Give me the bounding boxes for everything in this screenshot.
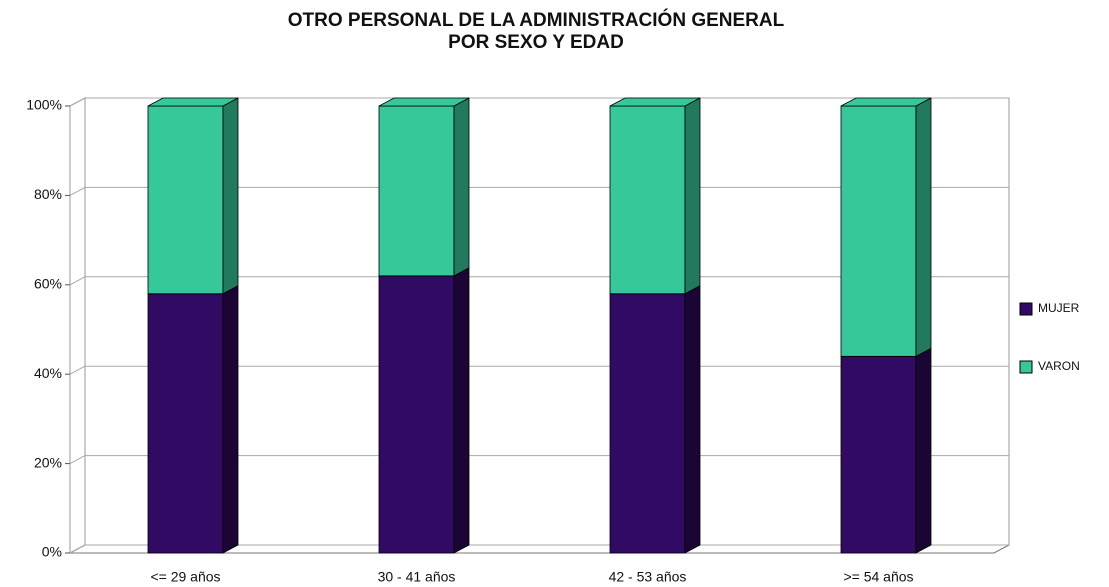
- y-tick-label: 100%: [26, 97, 62, 113]
- bar-side: [684, 285, 701, 554]
- grid-line-side: [69, 455, 86, 465]
- bar-side: [222, 285, 239, 554]
- bar-side: [684, 97, 701, 295]
- x-tick-label: >= 54 años: [843, 569, 913, 585]
- legend-label: MUJER: [1038, 301, 1080, 315]
- legend-swatch: [1019, 360, 1033, 374]
- bar-side: [453, 97, 470, 277]
- chart-subtitle: POR SEXO Y EDAD: [448, 32, 624, 53]
- grid-line-side: [69, 186, 86, 196]
- bar-top: [378, 97, 470, 107]
- bar-segment: [147, 293, 224, 554]
- y-tick-label: 0%: [42, 544, 62, 560]
- bar-top: [609, 97, 701, 107]
- bar-segment: [147, 105, 224, 295]
- bar-segment: [609, 105, 686, 295]
- grid-line-side: [69, 97, 86, 107]
- bar-side: [222, 97, 239, 295]
- bar-segment: [378, 105, 455, 277]
- legend-label: VARON: [1038, 359, 1080, 373]
- chart-title: OTRO PERSONAL DE LA ADMINISTRACIÓN GENER…: [288, 9, 785, 31]
- bar-segment: [840, 105, 917, 357]
- bar-top: [840, 97, 932, 107]
- y-tick-label: 40%: [34, 365, 62, 381]
- x-tick-label: 30 - 41 años: [378, 569, 456, 585]
- x-tick-label: <= 29 años: [150, 569, 220, 585]
- bar-segment: [840, 355, 917, 554]
- grid-line-side: [69, 276, 86, 286]
- legend-swatch: [1019, 302, 1033, 316]
- bar-side: [453, 267, 470, 554]
- bar-top: [147, 97, 239, 107]
- grid-line-side: [69, 365, 86, 375]
- y-tick-label: 80%: [34, 186, 62, 202]
- y-tick-label: 60%: [34, 276, 62, 292]
- bar-segment: [609, 293, 686, 554]
- bar-side: [915, 347, 932, 554]
- x-tick-label: 42 - 53 años: [609, 569, 687, 585]
- y-tick-label: 20%: [34, 454, 62, 470]
- bar-side: [915, 97, 932, 357]
- left-wall: [69, 97, 86, 554]
- bar-segment: [378, 275, 455, 554]
- grid-line-side: [69, 544, 86, 554]
